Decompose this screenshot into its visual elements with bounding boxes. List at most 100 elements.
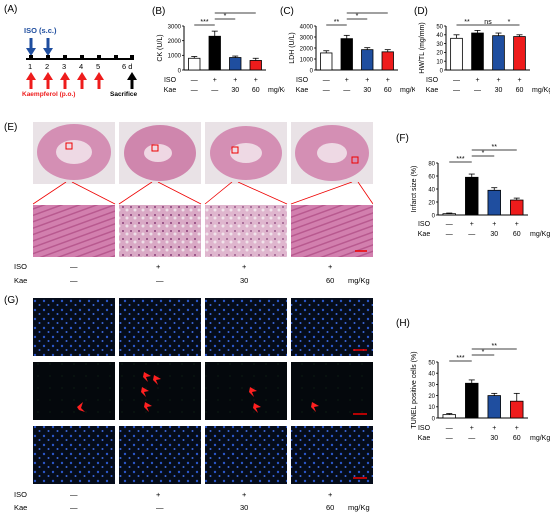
he-whole-heart-row (33, 122, 373, 184)
tunel-kae60 (291, 362, 373, 420)
y-tick-label: 80 (428, 161, 435, 167)
row-kae-value: 60 (516, 87, 524, 94)
panel-label-b: (B) (152, 6, 166, 17)
row-iso-value: + (470, 221, 474, 228)
y-tick-label: 30 (428, 383, 435, 389)
e-kae-2: 30 (240, 276, 249, 285)
dapi-kae60 (291, 298, 373, 356)
row-unit: mg/Kg (532, 87, 550, 94)
y-tick-label: 60 (428, 174, 435, 180)
sig-label: ** (365, 12, 371, 14)
g-kae-0: — (70, 503, 78, 512)
row-unit: mg/Kg (530, 435, 550, 442)
y-tick-label: 0 (440, 68, 444, 74)
tunel-control (33, 362, 115, 420)
zoom-lines (33, 182, 373, 205)
g-iso-2: + (242, 490, 247, 499)
sacrifice-label: Sacrifice (110, 91, 138, 98)
bar (229, 57, 242, 71)
sig-label: ** (334, 19, 340, 26)
row-kae-value: 60 (513, 231, 521, 238)
row-kae-value: 30 (490, 231, 498, 238)
y-tick-label: 0 (432, 213, 436, 219)
bar (492, 35, 505, 71)
row-iso-value: + (496, 77, 500, 84)
day-1: 1 (28, 62, 33, 71)
y-tick-label: 30 (436, 42, 443, 48)
timeline-ticks (29, 55, 134, 60)
e-iso-2: + (242, 262, 247, 271)
bar (510, 199, 524, 216)
bar (340, 38, 353, 71)
tunel-iso (119, 362, 201, 420)
row-iso-value: + (517, 77, 521, 84)
bar (249, 60, 262, 71)
row-kae-value: — (211, 87, 218, 94)
e-kae-1: — (156, 276, 164, 285)
row-iso-value: + (254, 77, 258, 84)
row-unit: mg/Kg (530, 231, 550, 238)
y-tick-label: 0 (178, 68, 182, 74)
micro-control (33, 205, 115, 257)
bar (510, 400, 524, 419)
sig-label: * (482, 150, 485, 157)
iso-arrow-2 (43, 38, 53, 56)
bar (465, 176, 479, 216)
bar (513, 36, 526, 71)
tunel-grid (33, 298, 373, 484)
e-kae-label: Kae (14, 276, 28, 285)
e-iso-1: + (156, 262, 161, 271)
bar (361, 49, 374, 71)
g-kae-label: Kae (14, 503, 28, 512)
y-tick-label: 20 (436, 51, 443, 57)
row-iso-value: + (515, 221, 519, 228)
y-tick-label: 2000 (300, 46, 314, 52)
bar (442, 414, 456, 419)
row-kae-value: — (468, 231, 475, 238)
kae-arrow-5 (94, 72, 104, 89)
row-kae-value: 60 (252, 87, 260, 94)
row-kae-label: Kae (418, 435, 431, 442)
dapi-iso (119, 298, 201, 356)
row-iso-value: — (453, 77, 460, 84)
y-tick-label: 4000 (300, 24, 314, 30)
kae-label: Kaempferol (p.o.) (22, 91, 76, 98)
row-iso-value: — (446, 425, 453, 432)
sig-label: * (482, 349, 485, 356)
row-kae-value: — (191, 87, 198, 94)
bar (188, 57, 201, 71)
sig-label: *** (456, 355, 464, 362)
he-whole-sections (33, 122, 373, 184)
y-tick-label: 40 (428, 187, 435, 193)
row-kae-value: — (474, 87, 481, 94)
y-tick-label: 50 (436, 24, 443, 30)
protocol-diagram: ISO (s.c.) 1 2 3 4 5 6 d Kaempferol (p.o… (22, 20, 152, 100)
row-kae-value: 60 (513, 435, 521, 442)
y-tick-label: 40 (436, 33, 443, 39)
bar (465, 382, 479, 419)
inset-box-4 (351, 156, 359, 164)
dapi-kae30 (205, 298, 287, 356)
row-kae-label: Kae (426, 87, 439, 94)
row-kae-value: — (468, 435, 475, 442)
y-tick-label: 2000 (168, 39, 182, 45)
hwtl-bar-chart: 0 10 20 30 40 50 HW/TL (mg/mm) ** ns * ISO Kae — + + + —… (419, 19, 550, 94)
y-tick-label: 20 (428, 200, 435, 206)
y-tick-label: 3000 (300, 35, 314, 41)
g-iso-0: — (70, 490, 78, 499)
sig-label: ** (464, 19, 470, 26)
day-2: 2 (45, 62, 50, 71)
he-micrographs (33, 205, 373, 257)
sig-label: ** (233, 12, 239, 14)
g-kae-3: 60 (326, 503, 335, 512)
row-unit: mg/Kg (268, 87, 285, 94)
panel-label-f: (F) (396, 133, 409, 144)
row-iso-label: ISO (296, 77, 309, 84)
y-axis-label: LDH (U/L) (289, 32, 296, 64)
g-iso-1: + (156, 490, 161, 499)
sig-label: * (224, 13, 227, 20)
y-axis-label: Infarct size (%) (411, 166, 418, 213)
sig-label: *** (456, 156, 464, 163)
timeline-svg (26, 38, 137, 89)
